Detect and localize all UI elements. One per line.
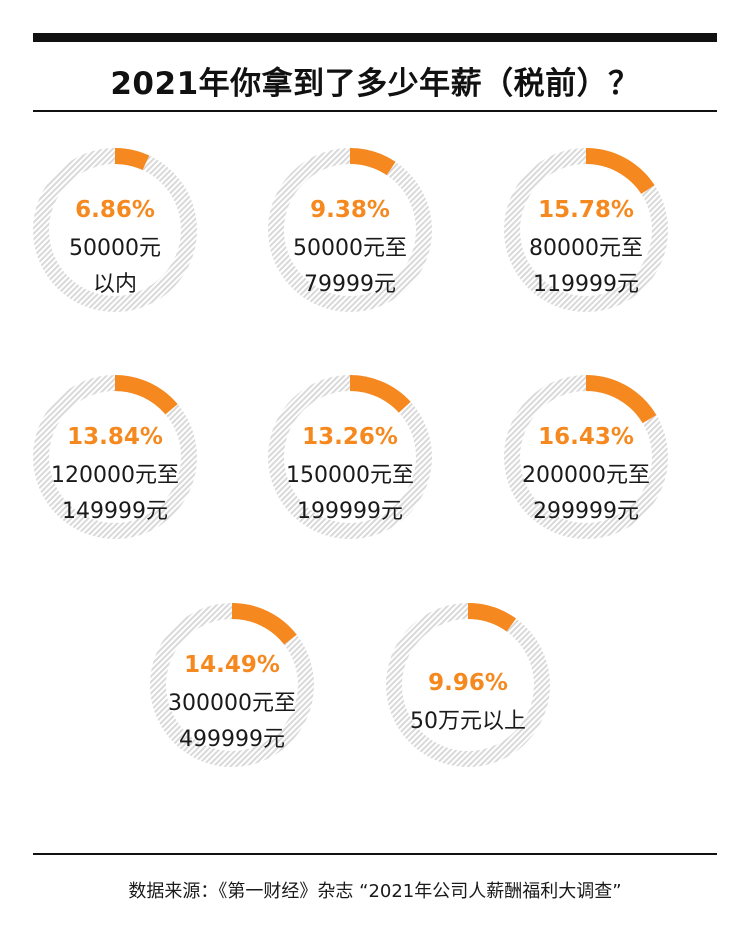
category-label: 119999元: [533, 272, 639, 297]
donut-5: 13.26% 150000元至 199999元: [268, 375, 432, 539]
category-label: 50000元: [69, 236, 161, 261]
chart-title: 2021年你拿到了多少年薪（税前）？: [110, 66, 640, 102]
category-label: 50万元以上: [410, 709, 526, 734]
category-label: 以内: [93, 272, 137, 297]
donut-slice-arc: [349, 375, 411, 413]
donut-7: 14.49% 300000元至 499999元: [150, 603, 314, 767]
percent-label: 9.96%: [428, 670, 508, 696]
donut-slice-arc: [349, 148, 396, 176]
footer-divider: [33, 853, 717, 855]
title-divider: [33, 110, 717, 112]
donut-8: 9.96% 50万元以上: [386, 603, 550, 767]
donut-4: 13.84% 120000元至 149999元: [33, 375, 197, 539]
percent-label: 13.26%: [302, 424, 398, 450]
donut-slice-arc: [585, 148, 655, 195]
percent-label: 15.78%: [538, 197, 634, 223]
donut-slice-arc: [467, 603, 517, 632]
category-label: 199999元: [297, 499, 403, 524]
category-label: 299999元: [533, 499, 639, 524]
donut-6: 16.43% 200000元至 299999元: [504, 375, 668, 539]
percent-label: 6.86%: [75, 197, 155, 223]
donut-2: 9.38% 50000元至 79999元: [268, 148, 432, 312]
top-bar: [33, 33, 717, 42]
donut-slice-arc: [114, 375, 178, 415]
category-label: 300000元至: [168, 691, 296, 716]
category-label: 79999元: [304, 272, 396, 297]
category-label: 80000元至: [529, 236, 643, 261]
percent-label: 16.43%: [538, 424, 634, 450]
category-label: 150000元至: [286, 463, 414, 488]
percent-label: 9.38%: [310, 197, 390, 223]
donut-3: 15.78% 80000元至 119999元: [504, 148, 668, 312]
source-note: 数据来源：《第一财经》杂志 “2021年公司人薪酬福利大调查”: [128, 881, 622, 902]
percent-label: 14.49%: [184, 652, 280, 678]
category-label: 499999元: [179, 727, 285, 752]
donut-slice-arc: [585, 375, 657, 424]
category-label: 149999元: [62, 499, 168, 524]
donut-slice-arc: [114, 148, 150, 171]
category-label: 120000元至: [51, 463, 179, 488]
donut-slice-arc: [231, 603, 297, 645]
category-label: 200000元至: [522, 463, 650, 488]
category-label: 50000元至: [293, 236, 407, 261]
percent-label: 13.84%: [67, 424, 163, 450]
